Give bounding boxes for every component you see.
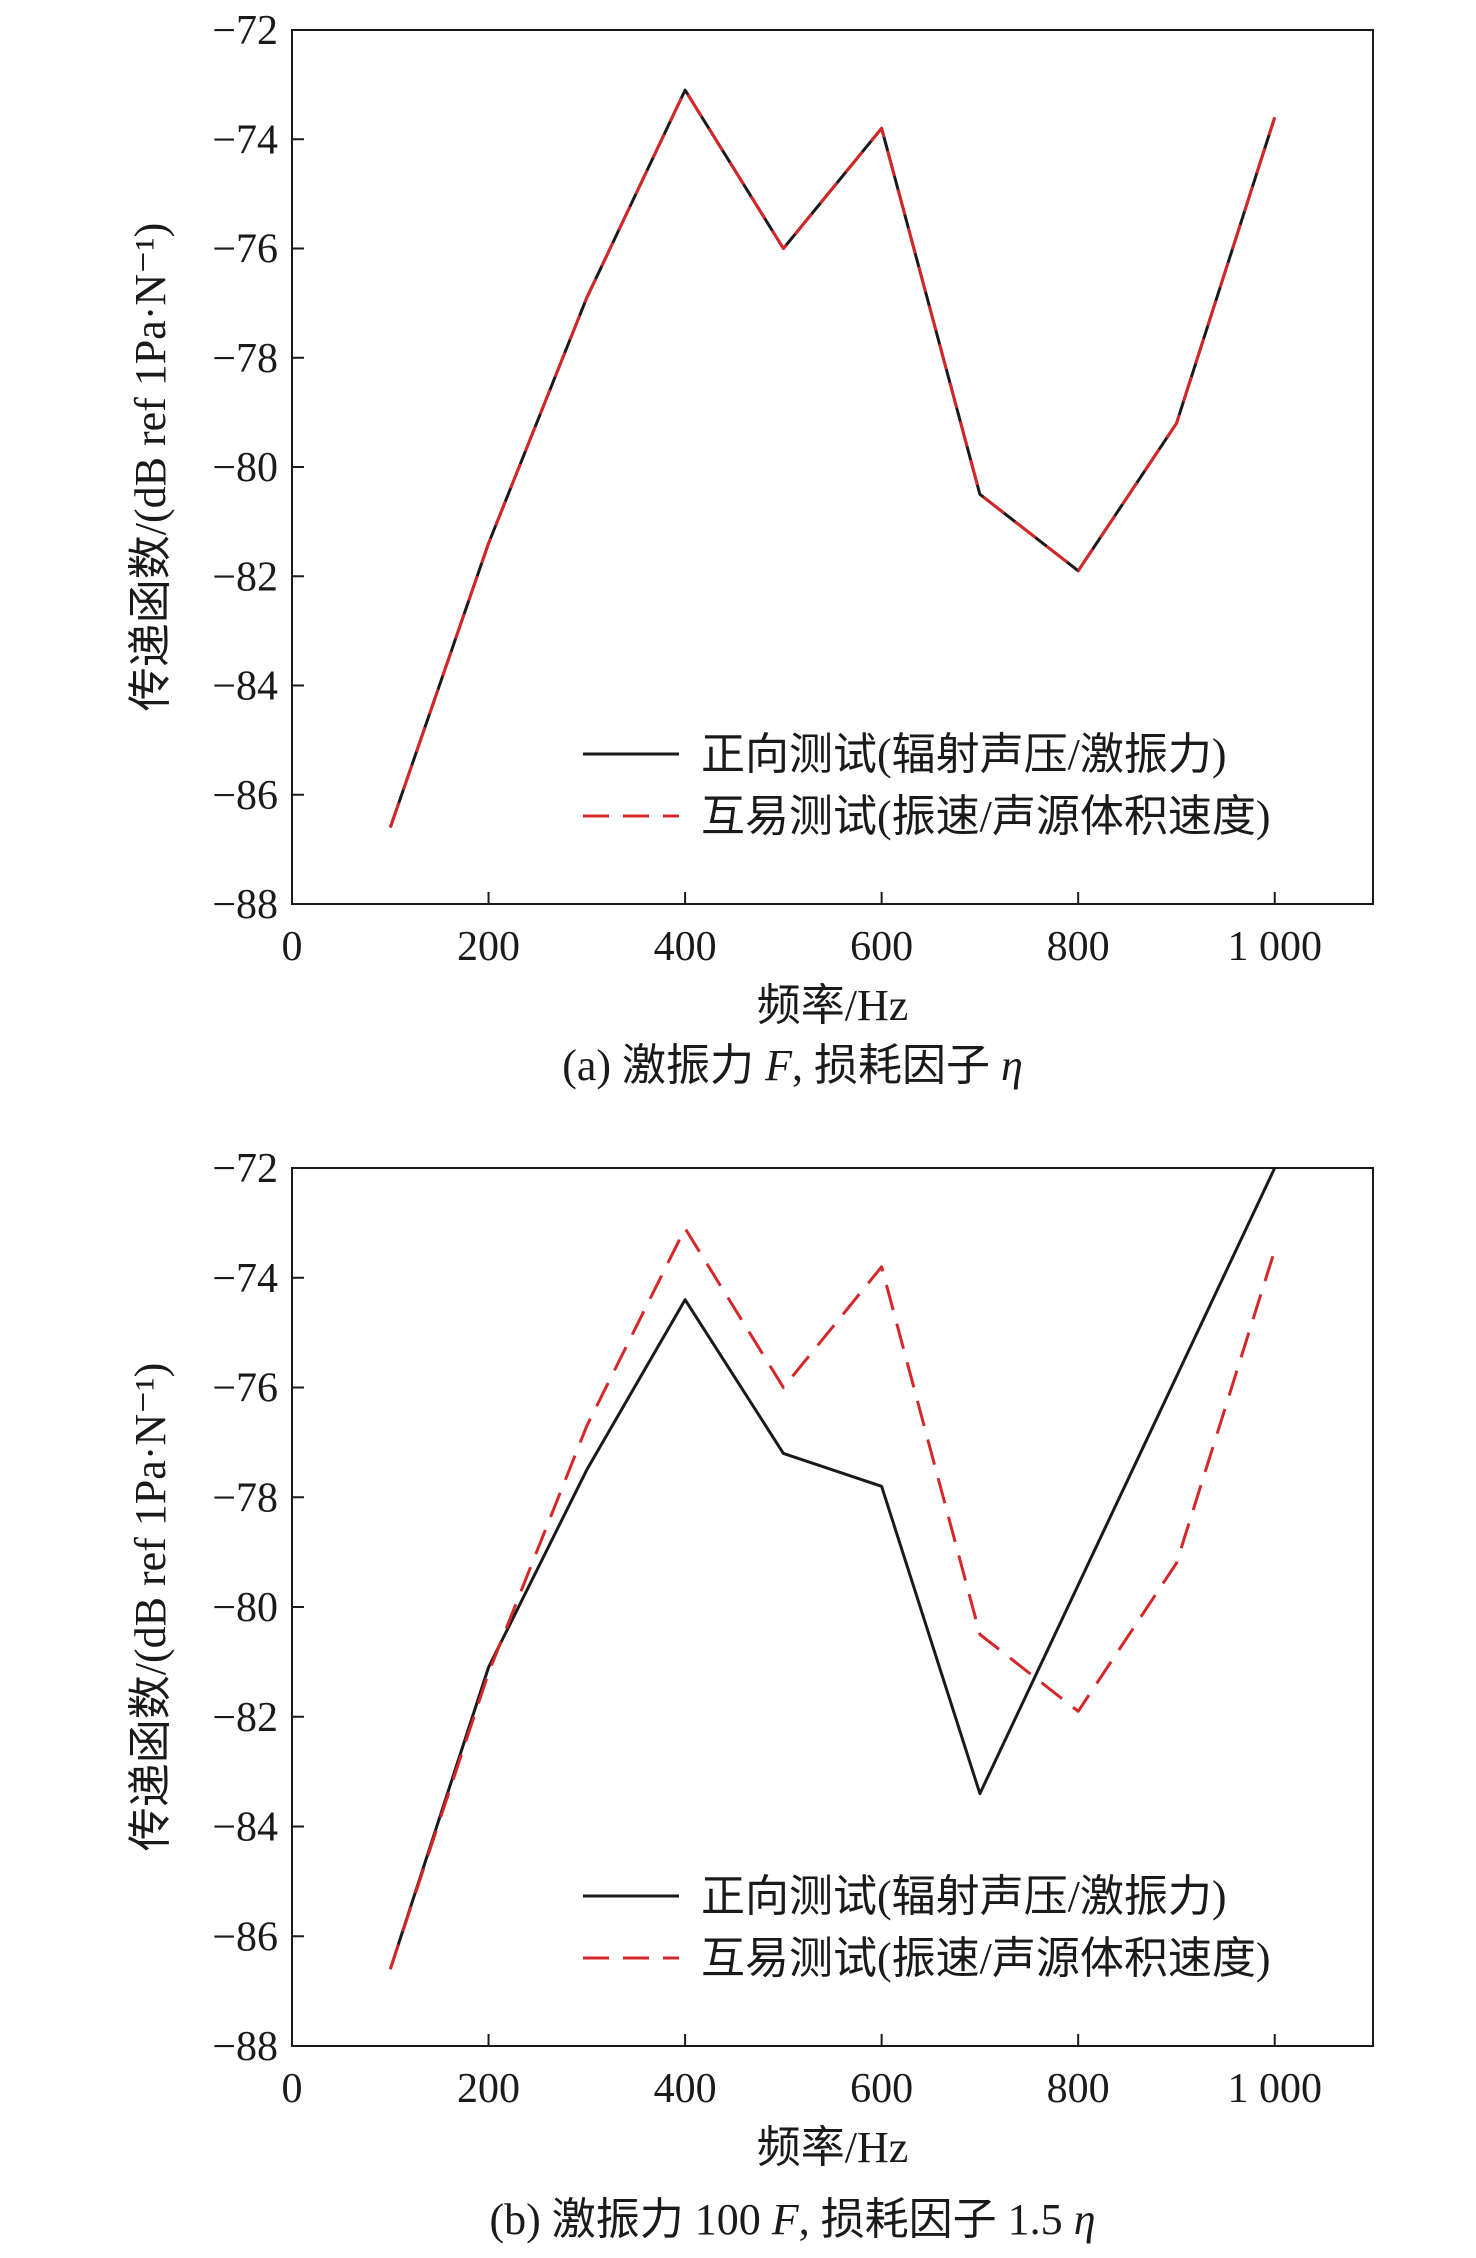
- caption-part: η: [1001, 1041, 1023, 1090]
- y-tick-label: −76: [212, 227, 278, 273]
- legend-label-0: 正向测试(辐射声压/激振力): [701, 730, 1227, 779]
- caption-part: , 损耗因子: [792, 1041, 1001, 1090]
- series-line-1: [388, 88, 1277, 828]
- y-tick-label: −84: [212, 664, 278, 710]
- x-axis-title: 频率/Hz: [757, 981, 909, 1030]
- legend-label-1: 互易测试(振速/声源体积速度): [701, 792, 1271, 841]
- x-tick-label: 1 000: [1227, 2066, 1322, 2112]
- y-tick-label: −86: [212, 773, 278, 819]
- y-tick-label: −84: [212, 1805, 278, 1851]
- series-line-0: [388, 88, 1277, 828]
- y-tick-label: −74: [212, 117, 278, 163]
- figure-caption: (a) 激振力 F, 损耗因子 η: [562, 1041, 1023, 1090]
- x-tick-label: 1 000: [1227, 924, 1322, 970]
- figure-caption: (b) 激振力 100 F, 损耗因子 1.5 η: [489, 2195, 1095, 2244]
- caption-part: F: [764, 1041, 793, 1090]
- caption-part: F: [771, 2195, 800, 2244]
- x-tick-label: 400: [654, 924, 717, 970]
- x-tick-label: 400: [654, 2066, 717, 2112]
- y-tick-label: −78: [212, 1475, 278, 1521]
- y-axis-title: 传递函数/(dB ref 1Pa·N⁻¹): [126, 1363, 175, 1852]
- y-tick-label: −80: [212, 445, 278, 491]
- x-tick-label: 600: [850, 2066, 913, 2112]
- y-tick-label: −82: [212, 1695, 278, 1741]
- y-tick-label: −80: [212, 1585, 278, 1631]
- caption-part: , 损耗因子 1.5: [799, 2195, 1074, 2244]
- x-tick-label: 200: [457, 924, 520, 970]
- x-tick-label: 0: [282, 924, 303, 970]
- y-tick-label: −78: [212, 336, 278, 382]
- y-tick-label: −86: [212, 1914, 278, 1960]
- legend-label-1: 互易测试(振速/声源体积速度): [701, 1934, 1271, 1983]
- y-tick-label: −88: [212, 882, 278, 928]
- caption-part: (b) 激振力 100: [489, 2195, 771, 2244]
- caption-part: (a) 激振力: [562, 1041, 765, 1090]
- chart-panel-0: −88 −86 −84 −82 −80 −78 −76 −74 −72 0 200 400 600 800…: [126, 8, 1374, 1090]
- y-tick-label: −72: [212, 8, 278, 54]
- series-line-1: [388, 1226, 1277, 1970]
- x-tick-label: 0: [282, 2066, 303, 2112]
- chart-panel-1: −88 −86 −84 −82 −80 −78 −76 −74 −72 0 200 400 600 800…: [126, 1146, 1374, 2244]
- x-tick-label: 800: [1047, 2066, 1110, 2112]
- y-tick-label: −76: [212, 1366, 278, 1412]
- y-tick-label: −82: [212, 554, 278, 600]
- x-tick-label: 600: [850, 924, 913, 970]
- y-tick-label: −72: [212, 1146, 278, 1192]
- series-line-0: [388, 1167, 1277, 1970]
- x-tick-label: 200: [457, 2066, 520, 2112]
- y-tick-label: −88: [212, 2024, 278, 2070]
- x-axis-title: 频率/Hz: [757, 2123, 909, 2172]
- x-tick-label: 800: [1047, 924, 1110, 970]
- caption-part: η: [1074, 2195, 1096, 2244]
- y-tick-label: −74: [212, 1256, 278, 1302]
- y-axis-title: 传递函数/(dB ref 1Pa·N⁻¹): [126, 223, 175, 712]
- legend-label-0: 正向测试(辐射声压/激振力): [701, 1872, 1227, 1921]
